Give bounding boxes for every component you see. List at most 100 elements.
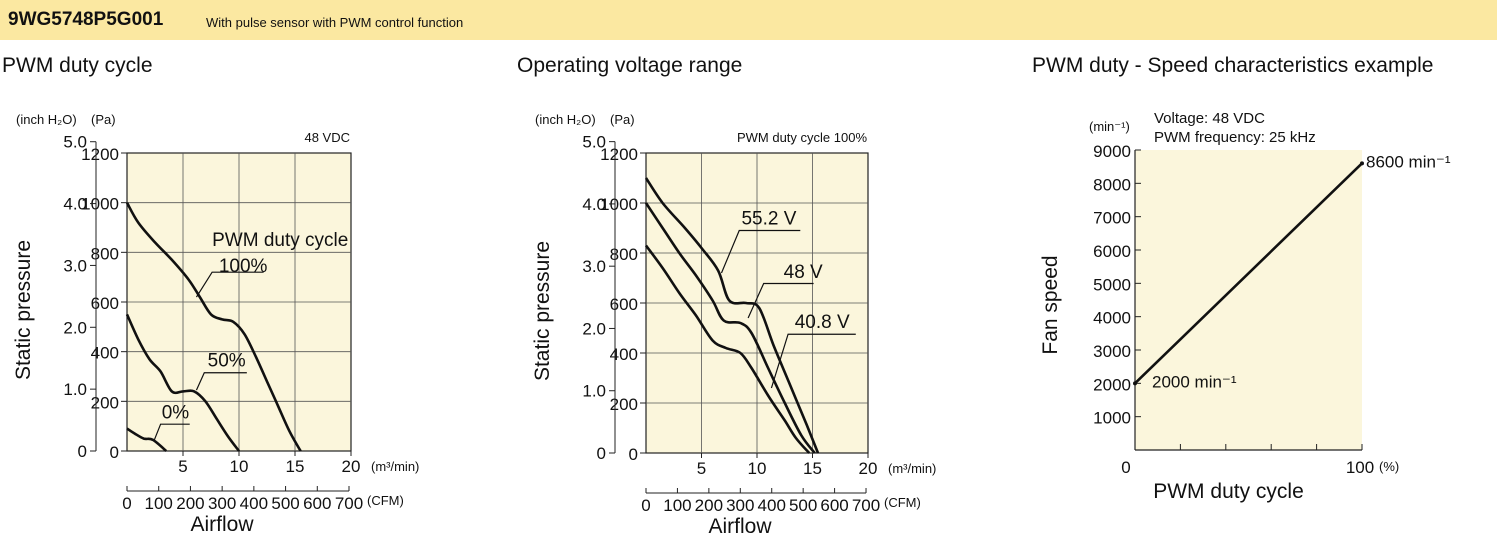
chart2-ytick-label: 1000 [600, 195, 638, 214]
chart2-y-unit-pa: (Pa) [610, 112, 635, 127]
chart1-cfm-tick-label: 100 [145, 494, 173, 513]
chart2-ytick-label: 600 [610, 295, 638, 314]
chart2-series-label-48v: 48 V [784, 262, 823, 283]
chart3-xtick-label: 0 [1121, 458, 1130, 477]
chart1-note-label: 48 VDC [304, 130, 350, 145]
chart2-inch-tick-label: 5.0 [582, 133, 606, 152]
chart2-x-axis-label: Airflow [708, 515, 772, 538]
chart2-x-unit-m3: (m³/min) [888, 461, 936, 476]
chart3-xtick-label: 100 [1346, 458, 1374, 477]
chart2-series-label-40v: 40.8 V [795, 312, 850, 333]
chart2-ytick-label: 1200 [600, 145, 638, 164]
chart1-ytick-label: 0 [110, 443, 119, 462]
chart2-series-line [644, 202, 816, 454]
chart2-series-label-55v: 55.2 V [741, 208, 796, 229]
chart1-inch-tick-label: 1.0 [63, 380, 87, 399]
chart1-cfm-tick-label: 400 [240, 494, 268, 513]
chart1-y-unit-pa: (Pa) [91, 112, 116, 127]
chart1-series-label-50: 50% [208, 351, 246, 372]
chart3-note-frequency: PWM frequency: 25 kHz [1154, 129, 1316, 146]
chart2-xtick-label: 5 [697, 459, 706, 478]
chart2-ytick-label: 0 [629, 445, 638, 464]
chart3-ytick-label: 4000 [1093, 309, 1131, 328]
chart3-y-axis-label: Fan speed [1039, 255, 1062, 354]
chart2-series-line [644, 177, 820, 454]
chart1-ytick-label: 600 [91, 294, 119, 313]
chart2-cfm-tick-label: 200 [695, 496, 723, 515]
chart1-inch-tick-label: 3.0 [63, 256, 87, 275]
chart3-ytick-label: 1000 [1093, 409, 1131, 428]
chart3-ytick-label: 9000 [1093, 142, 1131, 161]
chart1-inch-tick-label: 0 [78, 442, 87, 461]
chart3-x-axis-label: PWM duty cycle [1153, 480, 1304, 503]
chart2-inch-tick-label: 1.0 [582, 382, 606, 401]
chart2-leader-48v [747, 282, 814, 319]
chart1-inch-tick-label: 2.0 [63, 318, 87, 337]
chart2-leader-55v [720, 229, 801, 274]
chart1-ytick-label: 400 [91, 344, 119, 363]
chart2-ytick-label: 800 [610, 245, 638, 264]
chart2-cfm-tick-label: 400 [758, 496, 786, 515]
chart1-xtick-label: 15 [286, 457, 305, 476]
chart1-inch-tick-label: 5.0 [63, 133, 87, 152]
chart2-cfm-tick-label: 600 [820, 496, 848, 515]
chart1-xtick-label: 20 [342, 457, 361, 476]
chart1-x-unit-cfm: (CFM) [367, 493, 404, 508]
chart1-xtick-label: 10 [230, 457, 249, 476]
chart3-ytick-label: 5000 [1093, 275, 1131, 294]
chart1-cfm-tick-label: 200 [176, 494, 204, 513]
chart-title-pwm-duty-cycle: PWM duty cycle [2, 54, 153, 77]
chart3-y-unit: (min⁻¹) [1089, 119, 1130, 134]
chart2-leader-40v [770, 333, 856, 389]
chart2-xtick-label: 10 [748, 459, 767, 478]
chart1-leader-100 [195, 271, 264, 298]
chart1-series-line [125, 313, 241, 452]
chart3-point-end [1360, 161, 1364, 166]
chart2-x-unit-cfm: (CFM) [884, 495, 921, 510]
chart2-inch-tick-label: 0 [597, 444, 606, 463]
chart1-ytick-label: 200 [91, 393, 119, 412]
chart-title-operating-voltage: Operating voltage range [517, 54, 743, 77]
chart3-note-voltage: Voltage: 48 VDC [1154, 110, 1265, 127]
chart1-cfm-tick-label: 600 [303, 494, 331, 513]
chart1-series-group-label: PWM duty cycle [212, 230, 348, 251]
chart3-point-start [1133, 381, 1137, 386]
chart1-ytick-label: 1200 [81, 145, 119, 164]
chart3-x-unit: (%) [1379, 459, 1399, 474]
chart2-xtick-label: 20 [859, 459, 878, 478]
model-number: 9WG5748P5G001 [8, 9, 164, 30]
chart2-y-unit-inch: (inch H₂O) [535, 112, 596, 127]
header-banner: 9WG5748P5G001 With pulse sensor with PWM… [0, 0, 1497, 40]
chart2-series-line [644, 244, 811, 454]
chart3-ytick-label: 3000 [1093, 342, 1131, 361]
chart1-series-line [126, 427, 168, 452]
chart2-note-label: PWM duty cycle 100% [737, 130, 867, 145]
chart3-ytick-label: 7000 [1093, 209, 1131, 228]
chart2-ytick-label: 200 [610, 395, 638, 414]
chart1-cfm-tick-label: 300 [208, 494, 236, 513]
chart2-ytick-label: 400 [610, 345, 638, 364]
chart3-ytick-label: 8000 [1093, 175, 1131, 194]
chart3-series-line [1134, 162, 1363, 385]
chart1-y-axis-label: Static pressure [12, 240, 35, 380]
chart1-leader-0 [153, 423, 190, 442]
chart3-ytick-label: 6000 [1093, 242, 1131, 261]
chart1-series-label-100: 100% [219, 256, 268, 277]
chart2-cfm-tick-label: 100 [663, 496, 691, 515]
model-description: With pulse sensor with PWM control funct… [206, 15, 464, 30]
chart1-xtick-label: 5 [178, 457, 187, 476]
chart1-cfm-tick-label: 0 [122, 494, 131, 513]
chart1-cfm-tick-label: 500 [271, 494, 299, 513]
chart1-cfm-tick-label: 700 [335, 494, 363, 513]
chart1-x-axis-label: Airflow [190, 513, 254, 536]
chart3-ytick-label: 2000 [1093, 375, 1131, 394]
chart1-y-unit-inch: (inch H₂O) [16, 112, 77, 127]
chart2-cfm-tick-label: 700 [852, 496, 880, 515]
chart2-y-axis-label: Static pressure [531, 241, 554, 381]
chart1-inch-tick-label: 4.0 [63, 195, 87, 214]
chart2-cfm-tick-label: 0 [641, 496, 650, 515]
chart1-ytick-label: 1000 [81, 195, 119, 214]
chart-title-speed-characteristics: PWM duty - Speed characteristics example [1032, 54, 1434, 77]
chart2-cfm-tick-label: 300 [726, 496, 754, 515]
